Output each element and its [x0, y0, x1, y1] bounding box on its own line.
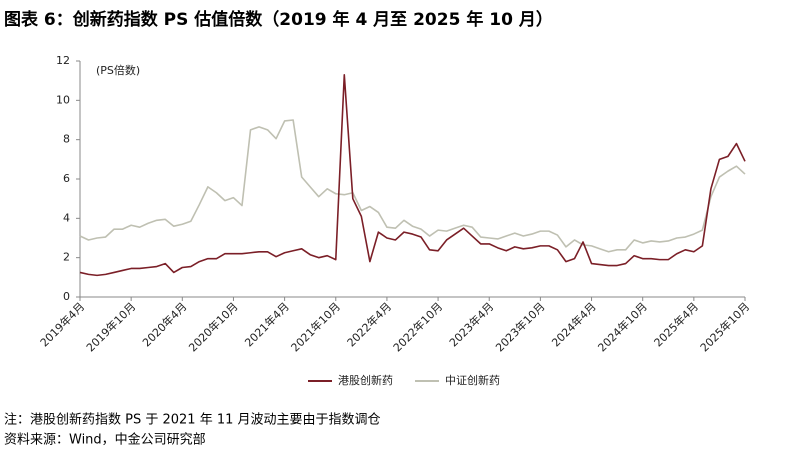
- x-tick-label: 2020年4月: [139, 299, 189, 349]
- y-tick-label: 12: [56, 54, 70, 67]
- x-tick-label: 2022年10月: [390, 299, 445, 354]
- x-tick-label: 2019年4月: [37, 299, 87, 349]
- y-tick-label: 2: [63, 251, 70, 264]
- x-tick-label: 2022年4月: [344, 299, 394, 349]
- legend-label: 港股创新药: [338, 373, 393, 387]
- y-tick-label: 10: [56, 93, 70, 106]
- x-tick-label: 2021年10月: [288, 299, 343, 354]
- chart-title: 图表 6：创新药指数 PS 估值倍数（2019 年 4 月至 2025 年 10…: [4, 9, 553, 30]
- source: 资料来源：Wind，中金公司研究部: [4, 432, 206, 448]
- y-tick-label: 8: [63, 133, 70, 146]
- x-tick-label: 2024年4月: [549, 299, 599, 349]
- x-tick-label: 2023年4月: [446, 299, 496, 349]
- y-tick-label: 6: [63, 172, 70, 185]
- series-line: [79, 119, 746, 253]
- y-axis-label: (PS倍数): [96, 63, 140, 77]
- x-tick-label: 2020年10月: [186, 299, 241, 354]
- x-tick-label: 2025年10月: [697, 299, 752, 354]
- y-tick-label: 4: [63, 211, 70, 224]
- x-tick-label: 2019年10月: [83, 299, 138, 354]
- series-line: [79, 73, 746, 277]
- y-tick-label: 0: [63, 290, 70, 303]
- x-tick-label: 2023年10月: [492, 299, 547, 354]
- x-tick-label: 2024年10月: [595, 299, 650, 354]
- legend-label: 中证创新药: [445, 373, 500, 387]
- note: 注：港股创新药指数 PS 于 2021 年 11 月波动主要由于指数调仓: [4, 412, 381, 428]
- x-tick-label: 2025年4月: [651, 299, 701, 349]
- x-tick-label: 2021年4月: [242, 299, 292, 349]
